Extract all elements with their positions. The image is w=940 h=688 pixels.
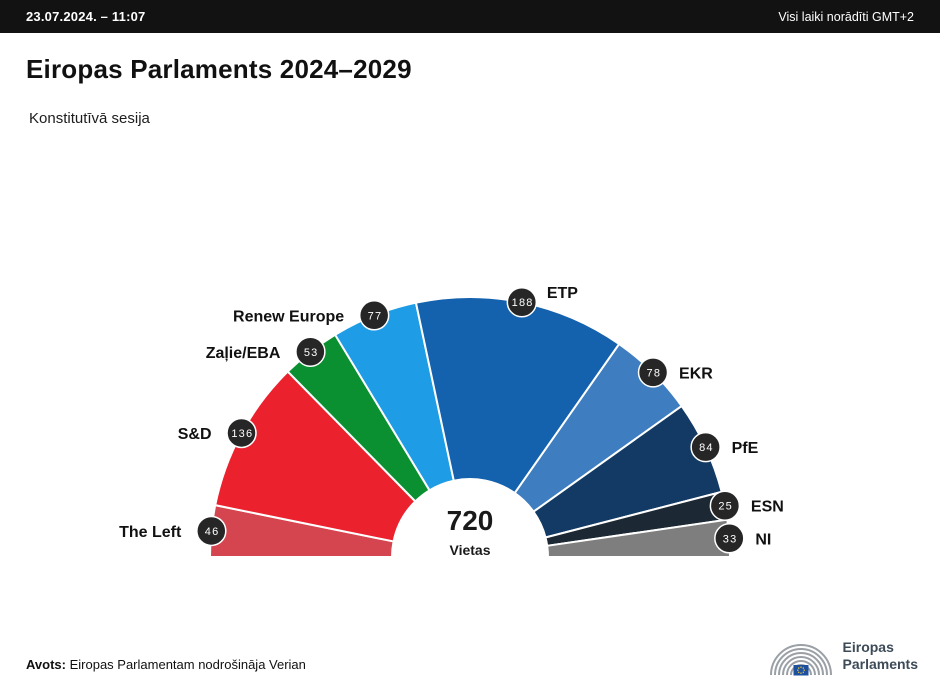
- seat-count-text: 188: [512, 297, 534, 309]
- seat-count-badge: [506, 286, 538, 318]
- ep-logo-line2: Parlaments: [842, 656, 918, 672]
- total-seats-caption: Vietas: [449, 542, 491, 558]
- ep-logo-line1: Eiropas: [842, 638, 894, 655]
- page-subtitle: Konstitutīvā sesija: [29, 110, 150, 127]
- top-bar: 23.07.2024. – 11:07 Visi laiki norādīti …: [0, 0, 940, 33]
- party-label: Zaļie/EBA: [206, 345, 281, 362]
- seat-count-text: 77: [368, 310, 383, 322]
- ep-logo: Eiropas Parlaments: [769, 634, 918, 678]
- seat-count-text: 136: [231, 428, 253, 440]
- party-wedge: [546, 518, 732, 558]
- party-label: ETP: [547, 285, 578, 302]
- seat-count-badge: [690, 431, 721, 463]
- total-seats-value: 720: [446, 505, 494, 536]
- party-wedge: [414, 296, 621, 495]
- seat-count-text: 33: [723, 533, 738, 545]
- page-title: Eiropas Parlaments 2024–2029: [26, 54, 412, 84]
- party-label: EKR: [679, 365, 713, 382]
- seat-count-badge: [358, 300, 390, 331]
- seat-count-text: 46: [205, 526, 220, 538]
- seat-count-badge: [295, 336, 326, 368]
- source-label: Avots:: [26, 657, 66, 672]
- seat-count-text: 84: [699, 442, 714, 454]
- party-wedge: [532, 404, 723, 539]
- datetime-text: 23.07.2024. – 11:07: [26, 9, 146, 24]
- party-wedge: [214, 370, 417, 543]
- seat-count-badge: [714, 523, 745, 554]
- seat-count-badge: [709, 490, 741, 521]
- party-label: NI: [755, 531, 771, 548]
- seat-count-badge: [226, 417, 257, 449]
- party-label: ESN: [751, 499, 784, 516]
- badges: 46 136 53 77 188 78 84 25 33: [196, 286, 745, 554]
- party-wedge: [333, 301, 455, 492]
- timezone-note: Visi laiki norādīti GMT+2: [778, 9, 914, 24]
- seat-count-text: 25: [718, 501, 733, 513]
- party-label: PfE: [732, 440, 759, 457]
- source-text: Eiropas Parlamentam nodrošināja Verian: [69, 657, 306, 672]
- seat-count-badge: [196, 515, 227, 547]
- wedges: [208, 296, 732, 558]
- eu-flag-icon: [793, 665, 809, 676]
- ep-logo-icon: [769, 644, 832, 676]
- source-line: Avots: Eiropas Parlamentam nodrošināja V…: [26, 657, 306, 672]
- party-wedge: [513, 342, 684, 514]
- ep-logo-text: Eiropas Parlaments: [843, 639, 918, 674]
- party-label: S&D: [178, 426, 212, 443]
- seat-count-text: 78: [647, 367, 662, 379]
- party-label: The Left: [119, 524, 182, 541]
- seat-count-text: 53: [304, 347, 319, 359]
- party-label: Renew Europe: [233, 308, 344, 325]
- labels: The Left S&D Zaļie/EBA Renew Europe ETP EKR Pf…: [119, 285, 784, 548]
- seat-count-badge: [637, 357, 669, 388]
